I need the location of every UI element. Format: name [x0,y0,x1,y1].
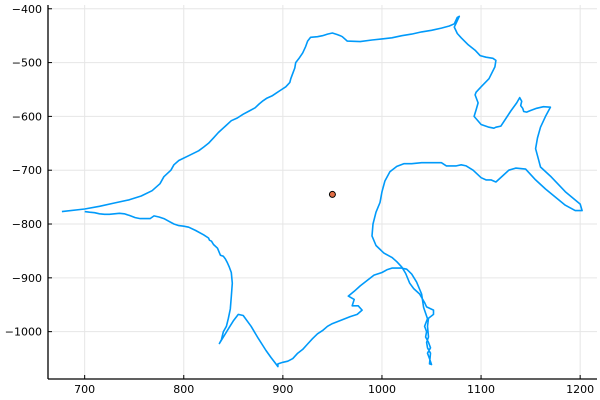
y-tick-label: −500 [12,57,42,70]
x-tick-label: 1100 [467,383,495,396]
y-tick-label: −1000 [5,326,42,339]
axes-layer [47,5,597,380]
y-tick-label: −700 [12,164,42,177]
y-tick-label: −800 [12,218,42,231]
grid-layer [48,5,597,379]
outline-series-line [61,15,583,368]
x-tick-label: 1000 [368,383,396,396]
tick-labels-layer: 700 800 900 1000 1100 1200 −400 −500 −600 −700 −80… [5,3,594,396]
centroid-point [328,190,336,198]
x-tick-label: 700 [74,383,95,396]
x-tick-label: 1200 [566,383,594,396]
plot-layer [61,15,583,368]
x-tick-label: 800 [173,383,194,396]
y-tick-label: −600 [12,110,42,123]
y-tick-label: −400 [12,3,42,16]
y-tick-label: −900 [12,272,42,285]
x-tick-label: 900 [272,383,293,396]
